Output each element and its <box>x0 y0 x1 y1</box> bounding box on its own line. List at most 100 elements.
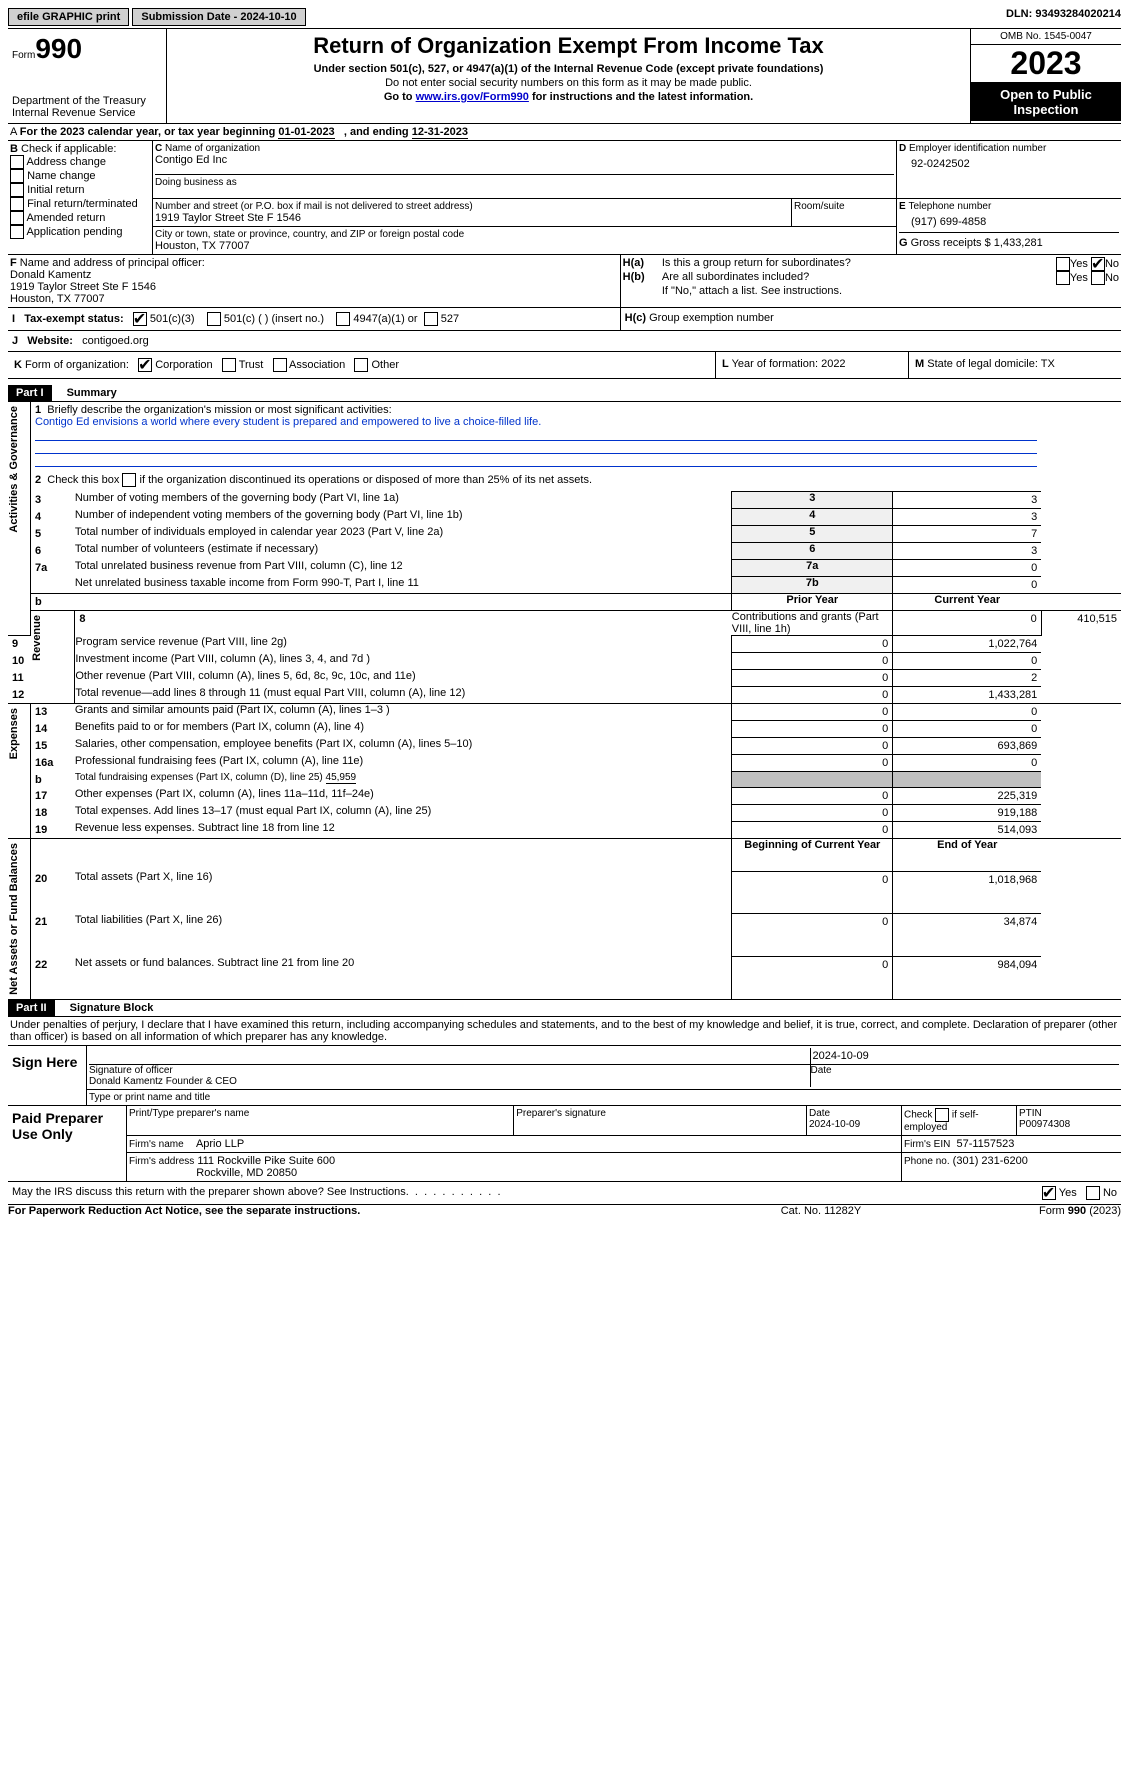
goto-link[interactable]: www.irs.gov/Form990 <box>416 91 529 103</box>
form-subtitle: Under section 501(c), 527, or 4947(a)(1)… <box>177 63 960 75</box>
chk-other[interactable] <box>354 358 368 372</box>
dln-label: DLN: <box>1006 8 1035 20</box>
row-ag-4: 4Number of independent voting members of… <box>8 509 1121 526</box>
chk-discuss-no[interactable] <box>1086 1186 1100 1200</box>
chk-501c[interactable] <box>207 312 221 326</box>
row-ag-5: 5Total number of individuals employed in… <box>8 526 1121 543</box>
goto-post: for instructions and the latest informat… <box>529 91 753 103</box>
room-label: Room/suite <box>792 199 897 227</box>
efile-print-button[interactable]: efile GRAPHIC print <box>8 8 129 26</box>
chk-hb-no[interactable] <box>1091 271 1105 285</box>
firm-phone: (301) 231-6200 <box>953 1155 1028 1167</box>
chk-ha-no[interactable] <box>1091 257 1105 271</box>
ha-text: Is this a group return for subordinates? <box>662 257 999 271</box>
form-header: Form990 Department of the Treasury Inter… <box>8 29 1121 124</box>
pra-notice: For Paperwork Reduction Act Notice, see … <box>8 1205 721 1217</box>
chk-amended[interactable] <box>10 211 24 225</box>
sig-officer-label: Signature of officerDonald Kamentz Found… <box>89 1064 810 1087</box>
box-b-label: Check if applicable: <box>21 143 116 155</box>
form-footer: Form 990 (2023) <box>921 1205 1121 1217</box>
city-value: Houston, TX 77007 <box>155 240 894 252</box>
open-to-public: Open to Public Inspection <box>971 83 1121 121</box>
chk-address-change[interactable] <box>10 155 24 169</box>
addr-value: 1919 Taylor Street Ste F 1546 <box>155 212 789 224</box>
form-title: Return of Organization Exempt From Incom… <box>177 33 960 59</box>
gross-label: Gross receipts $ <box>911 237 991 249</box>
website-label: Website: <box>27 335 73 347</box>
omb-no: OMB No. 1545-0047 <box>971 29 1121 45</box>
firm-addr1: 111 Rockville Pike Suite 600 <box>197 1155 335 1167</box>
ssn-note: Do not enter social security numbers on … <box>177 77 960 89</box>
row-ag-3: 3Number of voting members of the governi… <box>8 492 1121 509</box>
chk-corp[interactable] <box>138 358 152 372</box>
chk-ha-yes[interactable] <box>1056 257 1070 271</box>
gross-value: 1,433,281 <box>994 237 1043 249</box>
officer-label: Name and address of principal officer: <box>20 257 205 269</box>
dln-value: 93493284020214 <box>1035 8 1121 20</box>
tel-label: Telephone number <box>908 201 991 212</box>
chk-trust[interactable] <box>222 358 236 372</box>
chk-app-pending[interactable] <box>10 225 24 239</box>
prep-date: 2024-10-09 <box>809 1119 860 1130</box>
f-h-grid: F Name and address of principal officer:… <box>8 254 1121 307</box>
firm-ein: 57-1157523 <box>956 1138 1014 1150</box>
entity-grid: B Check if applicable: Address change Na… <box>8 141 1121 254</box>
sld-value: TX <box>1041 358 1055 370</box>
chk-discuss-yes[interactable] <box>1042 1186 1056 1200</box>
chk-initial-return[interactable] <box>10 183 24 197</box>
col-boy: Beginning of Current Year <box>732 839 893 872</box>
chk-final-return[interactable] <box>10 197 24 211</box>
discuss-row: May the IRS discuss this return with the… <box>8 1182 1121 1205</box>
page-footer: For Paperwork Reduction Act Notice, see … <box>8 1205 1121 1217</box>
yof-label: Year of formation: <box>732 358 821 370</box>
paid-prep: Paid Preparer Use Only <box>8 1106 127 1182</box>
firm-name: Aprio LLP <box>196 1138 244 1150</box>
dept-treasury: Department of the Treasury Internal Reve… <box>12 95 162 119</box>
col-prior: Prior Year <box>732 594 893 611</box>
sign-here: Sign Here <box>8 1046 87 1106</box>
formorg-label: Form of organization: <box>25 359 129 371</box>
dba-label: Doing business as <box>155 174 894 188</box>
part1-title: Summary <box>55 387 117 399</box>
chk-527[interactable] <box>424 312 438 326</box>
ty-end: 12-31-2023 <box>412 126 468 139</box>
org-name-label: Name of organization <box>165 143 260 154</box>
submission-date-button[interactable]: Submission Date - 2024-10-10 <box>132 8 305 26</box>
chk-self-emp[interactable] <box>935 1108 949 1122</box>
website-value: contigoed.org <box>82 335 149 347</box>
chk-l2[interactable] <box>122 473 136 487</box>
officer-name: Donald Kamentz <box>10 269 618 281</box>
chk-501c3[interactable] <box>133 312 147 326</box>
sub-date: 2024-10-10 <box>240 11 296 23</box>
part2-hdr: Part II <box>8 1000 55 1016</box>
addr-label: Number and street (or P.O. box if mail i… <box>155 201 789 212</box>
hb-note: If "No," attach a list. See instructions… <box>662 285 1119 297</box>
l2-text: Check this box if the organization disco… <box>47 474 592 486</box>
sign-here-table: Sign Here 2024-10-09 Signature of office… <box>8 1046 1121 1106</box>
form-number: 990 <box>35 33 82 64</box>
part1-table: Activities & Governance 1 Briefly descri… <box>8 401 1121 1000</box>
side-na: Net Assets or Fund Balances <box>8 839 20 999</box>
chk-assoc[interactable] <box>273 358 287 372</box>
row-ag-7b: Net unrelated business taxable income fr… <box>8 577 1121 594</box>
sig-date: 2024-10-09 <box>810 1048 1119 1065</box>
line-a: A For the 2023 calendar year, or tax yea… <box>8 124 1121 141</box>
side-ag: Activities & Governance <box>8 402 20 537</box>
l1-label: Briefly describe the organization's miss… <box>47 404 391 416</box>
side-exp: Expenses <box>8 704 20 763</box>
firm-addr2: Rockville, MD 20850 <box>196 1167 297 1179</box>
city-label: City or town, state or province, country… <box>155 229 894 240</box>
type-name: Type or print name and title <box>87 1089 1122 1105</box>
sub-label: Submission Date - <box>141 11 240 23</box>
chk-4947[interactable] <box>336 312 350 326</box>
col-eoy: End of Year <box>893 839 1042 872</box>
ein-label: Employer identification number <box>909 143 1046 154</box>
chk-name-change[interactable] <box>10 169 24 183</box>
part2-decl: Under penalties of perjury, I declare th… <box>8 1016 1121 1046</box>
yof-value: 2022 <box>821 358 845 370</box>
officer-addr2: Houston, TX 77007 <box>10 293 618 305</box>
chk-hb-yes[interactable] <box>1056 271 1070 285</box>
form-word: Form <box>12 50 35 61</box>
ty-begin: 01-01-2023 <box>278 126 334 139</box>
i-j-grid: I Tax-exempt status: 501(c)(3) 501(c) ( … <box>8 307 1121 351</box>
